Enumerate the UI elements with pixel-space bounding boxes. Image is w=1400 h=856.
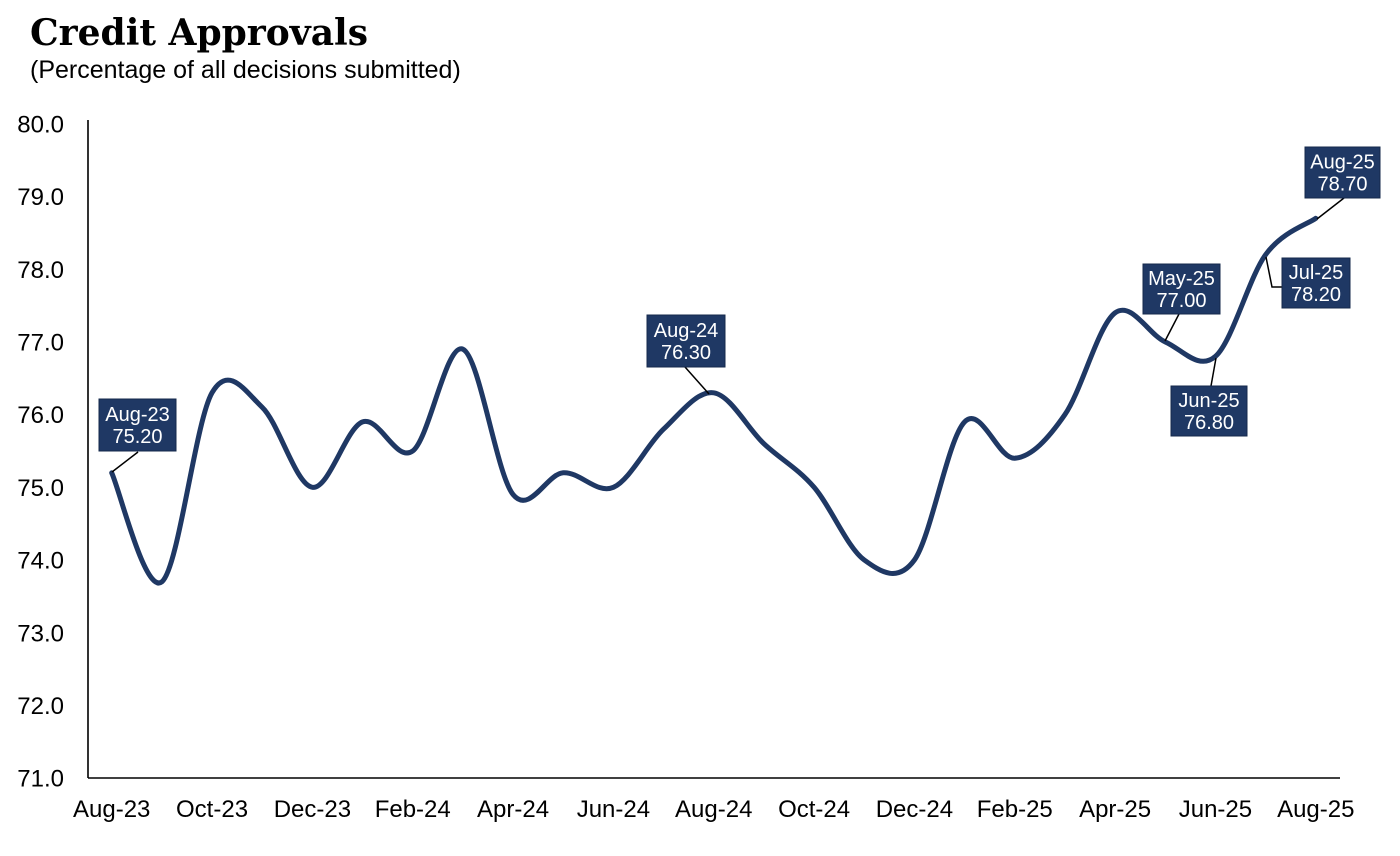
chart-subtitle: (Percentage of all decisions submitted) (30, 55, 461, 84)
y-axis-tick-label: 75.0 (17, 475, 64, 502)
callout-box (1170, 385, 1248, 437)
x-axis-tick-label: Feb-25 (977, 796, 1053, 823)
callout-leader-line (684, 366, 710, 395)
y-axis-tick-label: 74.0 (17, 548, 64, 575)
chart-header: Credit Approvals (Percentage of all deci… (30, 12, 461, 84)
callout-box (1281, 257, 1351, 309)
y-axis-labels: 80.0 79.0 78.0 77.0 76.0 75.0 74.0 73.0 72.0 71.0 (17, 111, 64, 792)
x-axis-tick-label: Feb-24 (375, 796, 451, 823)
callout-leader-line (111, 451, 139, 473)
callout-label: Aug-25 (1310, 152, 1375, 174)
chart-title: Credit Approvals (30, 12, 368, 54)
axis-lines (87, 120, 1340, 779)
y-axis-tick-label: 71.0 (17, 766, 64, 793)
callout-leader-line (1164, 313, 1180, 342)
x-axis-tick-label: Aug-23 (73, 796, 150, 823)
y-axis-tick-label: 73.0 (17, 620, 64, 647)
callout-label: Jul-25 (1289, 262, 1343, 284)
y-axis-tick-label: 76.0 (17, 402, 64, 429)
callout-label: Jun-25 (1178, 390, 1239, 412)
x-axis-tick-label: Oct-23 (176, 796, 248, 823)
callout-value: 78.20 (1291, 284, 1341, 306)
callout-value: 77.00 (1156, 290, 1206, 312)
callout-value: 75.20 (112, 426, 162, 448)
callout-box (1142, 263, 1221, 315)
x-axis-tick-label: Dec-23 (274, 796, 351, 823)
y-axis-tick-label: 79.0 (17, 184, 64, 211)
callout-leader-line (1265, 256, 1282, 288)
callout-box (646, 314, 726, 368)
x-axis-tick-label: Jun-25 (1179, 796, 1252, 823)
y-axis-tick-label: 78.0 (17, 257, 64, 284)
callout-leader-line (1210, 357, 1217, 387)
y-axis-tick-label: 77.0 (17, 330, 64, 357)
x-axis-labels: Aug-23 Oct-23 Dec-23 Feb-24 Apr-24 Jun-24 Aug-… (73, 796, 1354, 823)
callout-leader-line (1316, 197, 1345, 220)
series-line (109, 215, 1319, 586)
x-axis-tick-label: Aug-24 (675, 796, 752, 823)
callout-label: Aug-23 (105, 404, 170, 426)
x-axis-tick-label: Apr-25 (1079, 796, 1151, 823)
callout-value: 76.30 (661, 342, 711, 364)
x-axis-tick-label: Oct-24 (778, 796, 850, 823)
x-axis-tick-label: Aug-25 (1277, 796, 1354, 823)
callout-value: 76.80 (1184, 412, 1234, 434)
x-axis-tick-label: Jun-24 (577, 796, 650, 823)
callout-value: 78.70 (1317, 174, 1367, 196)
y-axis-tick-label: 80.0 (17, 111, 64, 138)
callout-label: May-25 (1148, 268, 1215, 290)
x-axis-tick-label: Apr-24 (477, 796, 549, 823)
y-axis-tick-label: 72.0 (17, 693, 64, 720)
x-axis-tick-label: Dec-24 (876, 796, 953, 823)
callout-label: Aug-24 (654, 320, 719, 342)
callout-box (1304, 146, 1381, 199)
callout-box (98, 398, 177, 452)
